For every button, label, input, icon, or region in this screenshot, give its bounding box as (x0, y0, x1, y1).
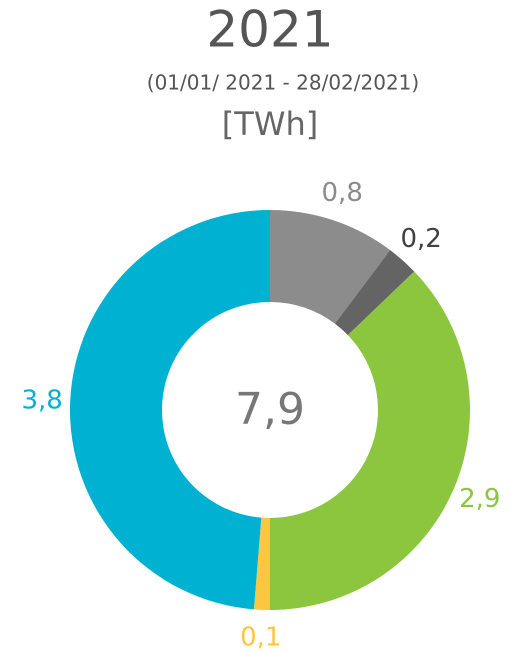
chart-subtitle: (01/01/ 2021 - 28/02/2021) (147, 71, 419, 95)
unit-label: [TWh] (222, 105, 318, 143)
donut-segment (334, 250, 415, 336)
data-label: 0,2 (401, 224, 442, 254)
data-label: 0,1 (240, 622, 281, 651)
chart-title: 2021 (206, 1, 333, 59)
data-label: 2,9 (459, 484, 500, 514)
donut-segment (70, 210, 270, 610)
donut-segment (270, 271, 470, 610)
donut-segment (270, 210, 391, 324)
donut-segment (253, 517, 270, 610)
data-label: 3,8 (22, 385, 63, 415)
data-label: 0,8 (322, 178, 363, 208)
center-total: 7,9 (235, 384, 305, 435)
